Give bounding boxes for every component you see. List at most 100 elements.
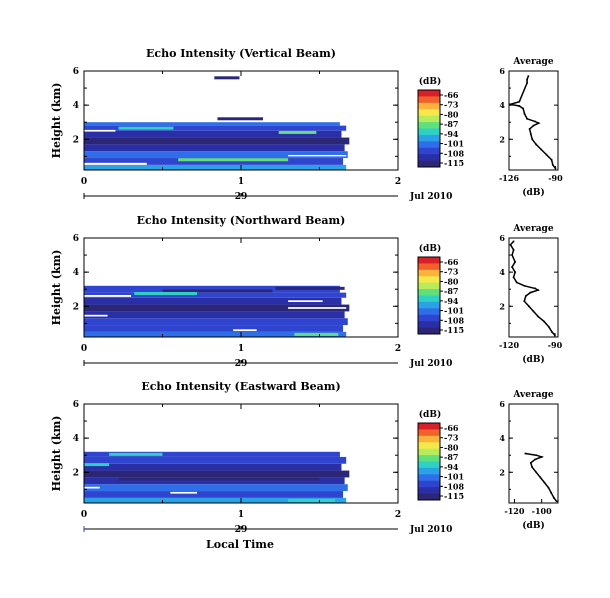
average-frame [508, 70, 559, 171]
average-point [509, 244, 512, 246]
heatmap-streak [178, 158, 289, 162]
x-tick-label: 1 [238, 510, 244, 520]
average-x-tick-label: -126 [499, 173, 519, 183]
average-point [537, 289, 539, 291]
x-tick-label: 2 [395, 177, 401, 187]
x-tick-label: 2 [395, 344, 401, 354]
average-point [528, 305, 530, 308]
colorbar-tick-label: -73 [444, 100, 459, 110]
colorbar-swatch [418, 321, 440, 329]
average-point [512, 240, 515, 243]
heatmap-band [84, 497, 347, 503]
x-tick-label: 1 [238, 344, 244, 354]
colorbar-tick-label: -115 [444, 325, 464, 335]
colorbar-swatch [418, 90, 440, 97]
heatmap-gap [288, 307, 347, 309]
y-tick-label: 2 [73, 468, 79, 478]
heatmap-band [84, 477, 345, 485]
average-point [526, 78, 528, 81]
colorbar-swatch [418, 455, 440, 462]
heatmap-band [84, 130, 342, 138]
average-point [525, 295, 527, 297]
y-tick-label: 6 [73, 67, 79, 77]
heatmap-gap [84, 295, 132, 297]
heatmap-streak [162, 289, 273, 293]
y-axis-label: Height (km) [50, 83, 63, 159]
colorbar-swatch [418, 480, 440, 488]
colorbar-swatch [418, 282, 440, 290]
average-point [527, 75, 530, 77]
colorbar-swatch [418, 442, 440, 450]
date-month-label: Jul 2010 [409, 359, 452, 369]
average-point [535, 454, 538, 457]
heatmap-band [84, 285, 340, 293]
colorbar-unit-label: (dB) [419, 243, 441, 254]
average-point [530, 133, 532, 135]
heatmap-gap [84, 486, 100, 489]
colorbar-swatch [418, 467, 440, 475]
heatmap-gap [288, 154, 347, 157]
average-y-tick-label: 6 [499, 233, 505, 243]
colorbar-swatch [418, 154, 440, 162]
average-point [540, 456, 543, 458]
average-point [554, 167, 557, 170]
colorbar-tick-label: -115 [444, 491, 464, 501]
average-point [509, 103, 512, 106]
colorbar-tick-label: -80 [444, 276, 459, 286]
average-point [524, 452, 527, 455]
colorbar-swatch [418, 474, 440, 482]
colorbar-tick-label: -108 [444, 481, 464, 491]
average-point [537, 122, 540, 124]
heatmap-band [84, 151, 348, 159]
heatmap-streak [294, 332, 339, 336]
colorbar-swatch [418, 160, 440, 168]
average-y-tick-label: 4 [499, 100, 505, 110]
heatmap-band [84, 297, 342, 305]
heatmap-streak [134, 291, 198, 295]
colorbar-swatch [418, 134, 440, 142]
average-point [535, 143, 537, 146]
heatmap-band [84, 331, 347, 337]
heatmap-streak [84, 463, 110, 467]
average-profile-line [510, 75, 556, 169]
x-tick-label: 2 [395, 510, 401, 520]
average-point [550, 158, 553, 161]
date-day-label: 29 [235, 525, 248, 535]
heatmap-band [84, 451, 340, 457]
heatmap-band [84, 158, 344, 165]
colorbar-swatch [418, 147, 440, 155]
average-point [543, 481, 546, 484]
colorbar-swatch [418, 423, 440, 430]
panel-1: Echo Intensity (Vertical Beam) 2 4 6 Height … [50, 47, 563, 202]
heatmap-gap [84, 129, 116, 132]
colorbar-tick-label: -108 [444, 315, 464, 325]
heatmap-gap [233, 329, 257, 332]
colorbar-swatch [418, 493, 440, 501]
average-frame [508, 403, 559, 504]
colorbar-frame [417, 89, 441, 168]
heatmap-band [84, 164, 347, 170]
heatmap-streak [288, 498, 336, 502]
heatmap-band [84, 484, 348, 492]
average-point [531, 466, 533, 468]
average-point [526, 82, 528, 84]
average-point [512, 249, 515, 251]
colorbar-swatch [418, 257, 440, 264]
colorbar-tick-label: -115 [444, 158, 464, 168]
colorbar-swatch [418, 96, 440, 104]
average-x-tick-label: -90 [548, 173, 563, 183]
colorbar-swatch [418, 269, 440, 277]
heatmap-band [84, 470, 350, 478]
average-title: Average [512, 224, 553, 234]
average-point [526, 117, 528, 120]
heatmap-streak [217, 117, 263, 121]
heatmap-gap [84, 314, 108, 317]
panel-title: Echo Intensity (Eastward Beam) [141, 380, 340, 393]
average-x-label: (dB) [522, 354, 544, 365]
heatmap-band [84, 463, 342, 471]
average-point [552, 164, 554, 166]
x-tick-label: 0 [81, 177, 87, 187]
average-profile-plot: Average 2 4 6 -120 -90 (dB) [499, 224, 563, 365]
average-profile-plot: Average 2 4 6 -120 -100 (dB) [499, 390, 559, 531]
colorbar-unit-label: (dB) [419, 76, 441, 87]
